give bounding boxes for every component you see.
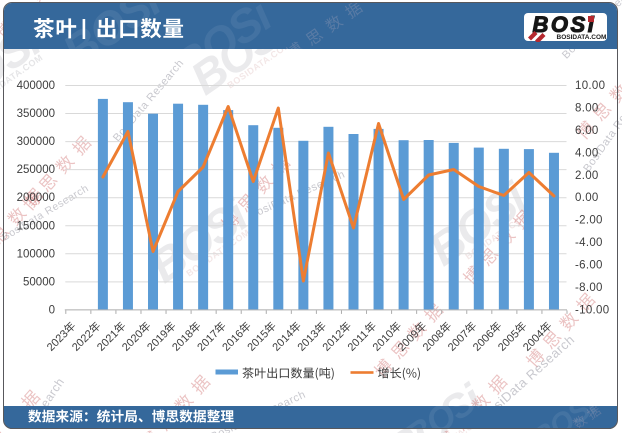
svg-text:2004: 2004 [521, 328, 547, 354]
svg-text:400000: 400000 [17, 80, 55, 92]
svg-text:2.00: 2.00 [575, 170, 599, 182]
svg-text:2007: 2007 [446, 328, 472, 354]
svg-text:2020: 2020 [120, 328, 146, 354]
svg-text:BOSi: BOSi [397, 406, 491, 429]
svg-text:2019: 2019 [145, 328, 171, 354]
svg-text:2013: 2013 [295, 328, 321, 354]
svg-text:300000: 300000 [17, 136, 55, 148]
svg-text:150000: 150000 [17, 220, 55, 232]
svg-text:8.00: 8.00 [575, 102, 599, 114]
svg-text:50000: 50000 [23, 276, 55, 288]
svg-text:2017: 2017 [195, 328, 221, 354]
svg-text:2018: 2018 [170, 328, 196, 354]
svg-text:2021: 2021 [95, 328, 121, 354]
svg-text:2009: 2009 [396, 328, 422, 354]
svg-text:-10.00: -10.00 [575, 304, 609, 316]
svg-text:2006: 2006 [471, 328, 497, 354]
svg-text:2011: 2011 [346, 328, 371, 353]
svg-text:2022: 2022 [70, 328, 96, 354]
svg-text:2016: 2016 [220, 328, 246, 354]
svg-text:2014: 2014 [270, 328, 296, 354]
svg-text:200000: 200000 [17, 192, 55, 204]
svg-text:250000: 250000 [17, 164, 55, 176]
svg-text:350000: 350000 [17, 108, 55, 120]
svg-text:0.00: 0.00 [575, 192, 599, 204]
svg-text:-6.00: -6.00 [575, 260, 603, 272]
svg-text:-2.00: -2.00 [575, 215, 603, 227]
svg-text:2012: 2012 [321, 328, 347, 354]
svg-text:2023: 2023 [45, 328, 71, 354]
svg-text:2010: 2010 [371, 328, 397, 354]
svg-text:6.00: 6.00 [575, 125, 599, 137]
svg-text:2008: 2008 [421, 328, 447, 354]
svg-text:2015: 2015 [245, 328, 271, 354]
svg-text:100000: 100000 [17, 248, 55, 260]
svg-text:10.00: 10.00 [575, 80, 605, 92]
svg-text:-4.00: -4.00 [575, 237, 603, 249]
svg-text:-8.00: -8.00 [575, 282, 603, 294]
svg-text:0: 0 [49, 304, 55, 316]
svg-text:4.00: 4.00 [575, 147, 599, 159]
svg-text:2005: 2005 [496, 328, 522, 354]
